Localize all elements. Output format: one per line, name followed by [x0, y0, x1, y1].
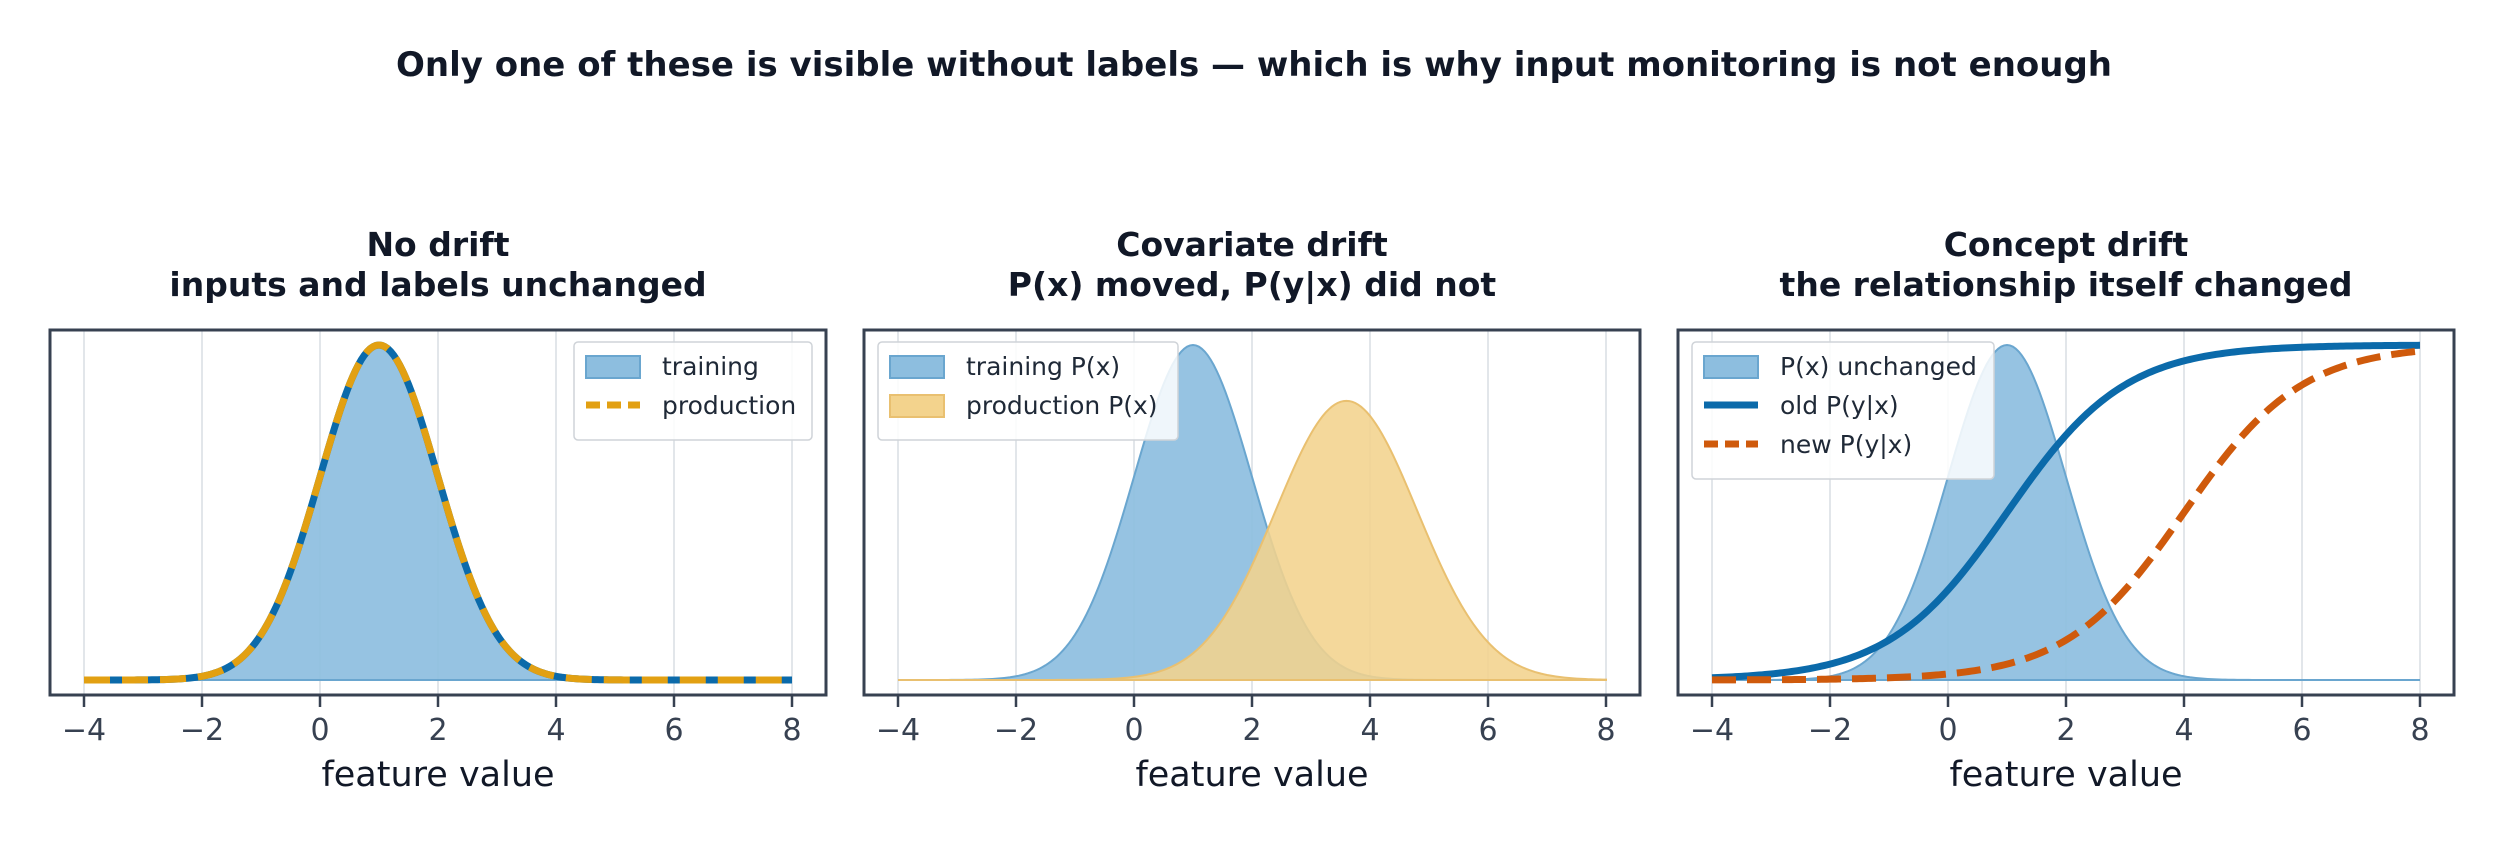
x-tick-label: 6	[664, 713, 683, 748]
legend-label: production P(x)	[966, 391, 1158, 420]
x-tick-label: 6	[2292, 713, 2311, 748]
x-tick-label: 8	[1596, 713, 1615, 748]
x-tick-label: 0	[310, 713, 329, 748]
x-tick-label: 8	[782, 713, 801, 748]
series-area	[898, 399, 1607, 681]
x-tick-label: −2	[1808, 713, 1852, 748]
x-tick-label: −4	[876, 713, 920, 748]
x-tick-label: 4	[1360, 713, 1379, 748]
legend: training P(x) production P(x)	[877, 341, 1179, 441]
x-tick-label: −4	[1690, 713, 1734, 748]
legend-box	[877, 341, 1179, 441]
panel-title: No drift	[366, 225, 509, 264]
x-tick-label: 4	[546, 713, 565, 748]
legend: P(x) unchanged old P(y|x) new P(y|x)	[1691, 341, 1995, 480]
series-line	[84, 341, 792, 684]
series-line	[1711, 341, 2421, 682]
panel-subtitle: the relationship itself changed	[1780, 265, 2353, 304]
legend-label: training	[662, 352, 759, 381]
legend-box	[1691, 341, 1995, 480]
x-tick-label: −4	[62, 713, 106, 748]
x-tick-label: −2	[180, 713, 224, 748]
panel-title: Concept drift	[1944, 225, 2189, 264]
x-tick-label: 8	[2410, 713, 2429, 748]
legend-swatch	[889, 394, 945, 418]
legend-swatch	[1703, 355, 1759, 379]
x-tick-label: 4	[2174, 713, 2193, 748]
x-tick-label: 0	[1938, 713, 1957, 748]
legend-label: training P(x)	[966, 352, 1120, 381]
x-tick-label: 2	[428, 713, 447, 748]
legend-label: P(x) unchanged	[1780, 352, 1977, 381]
panel-subtitle: P(x) moved, P(y|x) did not	[1008, 265, 1497, 304]
legend-label: production	[662, 391, 796, 420]
series-line	[1711, 347, 2421, 684]
x-tick-label: 0	[1124, 713, 1143, 748]
legend-swatch	[585, 355, 641, 379]
x-axis-label: feature value	[1949, 755, 2182, 795]
x-axis-label: feature value	[321, 755, 554, 795]
legend: training production	[573, 341, 813, 441]
panel-subtitle: inputs and labels unchanged	[169, 265, 706, 304]
panel-title: Covariate drift	[1116, 225, 1388, 264]
figure-suptitle: Only one of these is visible without lab…	[396, 45, 2112, 85]
x-tick-label: −2	[994, 713, 1038, 748]
x-axis-label: feature value	[1135, 755, 1368, 795]
x-tick-label: 2	[1242, 713, 1261, 748]
legend-swatch	[889, 355, 945, 379]
legend-label: old P(y|x)	[1780, 391, 1899, 420]
legend-label: new P(y|x)	[1780, 430, 1912, 459]
x-tick-label: 6	[1478, 713, 1497, 748]
x-tick-label: 2	[2056, 713, 2075, 748]
